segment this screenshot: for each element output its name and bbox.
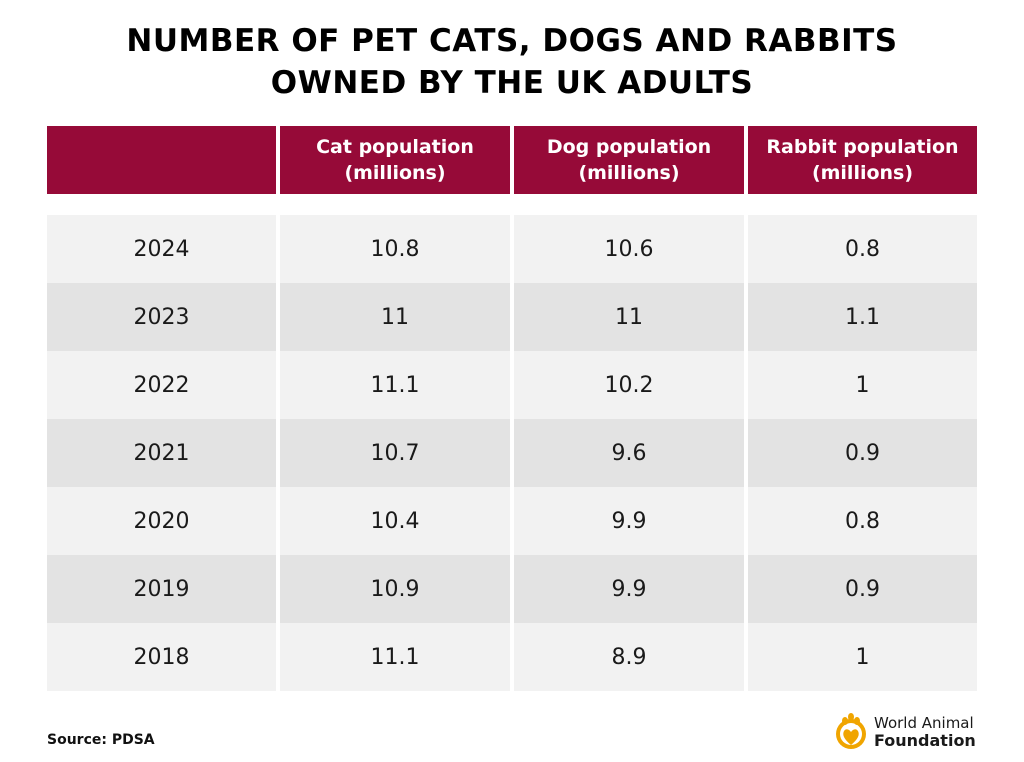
table-row-year-cell: 2020 [47,487,276,555]
table-cell: 10.8 [280,215,510,283]
column-header-2-line2: (millions) [578,162,680,184]
table-row-year-cell: 2022 [47,351,276,419]
table-cell: 11 [280,283,510,351]
table-cell: 1 [748,351,977,419]
column-header-2: Dog population (millions) [514,126,744,194]
table-cell: 11 [514,283,744,351]
world-animal-foundation-logo: World Animal Foundation [834,711,976,753]
title-line-1: NUMBER OF PET CATS, DOGS AND RABBITS [126,23,898,59]
table-row-year-cell: 2021 [47,419,276,487]
table-cell: 9.9 [514,487,744,555]
table-row-year-cell: 2024 [47,215,276,283]
table-cell: 11.1 [280,351,510,419]
column-header-2-line1: Dog population [546,136,712,158]
table-cell: 9.9 [514,555,744,623]
table-cell: 10.9 [280,555,510,623]
table-cell: 10.6 [514,215,744,283]
logo-text-line-2: Foundation [874,731,976,750]
column-header-1-line2: (millions) [344,162,446,184]
title-line-2: OWNED BY THE UK ADULTS [270,65,754,101]
table-row-year-cell: 2018 [47,623,276,691]
table-cell: 0.8 [748,215,977,283]
table-cell: 1.1 [748,283,977,351]
column-header-3-line2: (millions) [811,162,914,184]
table-row-year-cell: 2023 [47,283,276,351]
source-note: Source: PDSA [47,732,155,748]
table-cell: 10.4 [280,487,510,555]
table-cell: 0.8 [748,487,977,555]
column-header-3-line1: Rabbit population [766,136,959,158]
table-cell: 0.9 [748,555,977,623]
table-cell: 0.9 [748,419,977,487]
table-cell: 10.7 [280,419,510,487]
table-cell: 8.9 [514,623,744,691]
column-header-1: Cat population (millions) [280,126,510,194]
column-header-0 [47,126,276,194]
table-cell: 1 [748,623,977,691]
table-row-year-cell: 2019 [47,555,276,623]
table-cell: 10.2 [514,351,744,419]
page-title: NUMBER OF PET CATS, DOGS AND RABBITS OWN… [0,20,1024,104]
column-header-1-line1: Cat population [316,136,474,158]
table-cell: 11.1 [280,623,510,691]
table-cell: 9.6 [514,419,744,487]
logo-text-line-1: World Animal [874,714,974,732]
column-header-3: Rabbit population (millions) [748,126,977,194]
paw-heart-logo-icon [836,713,866,749]
